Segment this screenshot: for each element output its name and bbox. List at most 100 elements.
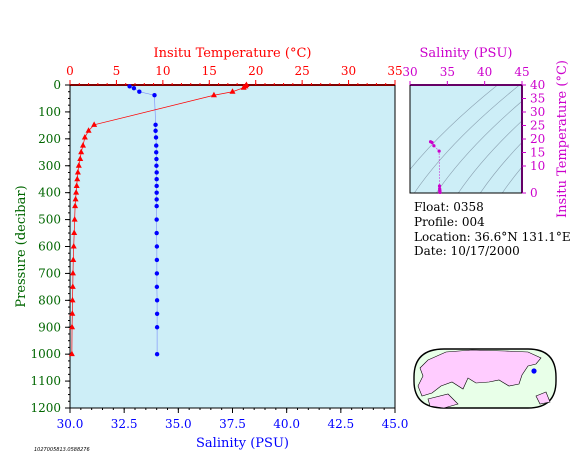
pressure-tick-label: 200 bbox=[38, 132, 61, 146]
salinity-point bbox=[154, 230, 159, 236]
footer-id: 1027005813.0588276 bbox=[34, 447, 90, 453]
temperature-axis-title: Insitu Temperature (°C) bbox=[154, 46, 312, 61]
temperature-point bbox=[71, 216, 78, 222]
ts-point bbox=[437, 149, 441, 153]
temperature-point bbox=[71, 229, 78, 236]
salinity-tick-label: 45.0 bbox=[382, 417, 409, 431]
pressure-tick-label: 1000 bbox=[30, 347, 61, 361]
pressure-tick-label: 500 bbox=[38, 213, 61, 227]
temperature-point bbox=[75, 162, 82, 168]
temperature-point bbox=[80, 142, 86, 148]
profile-label: Profile: 004 bbox=[414, 215, 485, 229]
temperature-tick-label: 5 bbox=[113, 64, 121, 78]
salinity-point bbox=[154, 143, 159, 148]
salinity-point bbox=[154, 284, 160, 290]
salinity-axis-title: Salinity (PSU) bbox=[196, 436, 289, 451]
pressure-tick-label: 700 bbox=[38, 266, 61, 280]
temperature-point bbox=[69, 283, 76, 289]
salinity-point bbox=[154, 351, 160, 357]
plot-area bbox=[70, 85, 395, 408]
temperature-point bbox=[69, 323, 76, 330]
location-map-landmass-southeast bbox=[535, 391, 551, 405]
salinity-point bbox=[154, 203, 159, 209]
temperature-point bbox=[210, 91, 217, 98]
temperature-point bbox=[78, 148, 85, 155]
pressure-tick-label: 400 bbox=[38, 186, 61, 200]
pressure-tick-label: 1100 bbox=[30, 374, 61, 388]
temperature-tick-label: 0 bbox=[66, 64, 74, 78]
ts-y-tick-label: 30 bbox=[530, 105, 545, 119]
salinity-point bbox=[154, 156, 159, 162]
location-label: Location: 36.6°N 131.1°E bbox=[414, 230, 571, 244]
salinity-point bbox=[154, 190, 159, 195]
salinity-tick-label: 37.5 bbox=[219, 417, 246, 431]
salinity-point bbox=[154, 244, 160, 249]
salinity-point bbox=[154, 271, 160, 276]
salinity-point bbox=[154, 163, 159, 168]
salinity-point bbox=[154, 257, 160, 263]
ts-x-axis-title: Salinity (PSU) bbox=[420, 46, 513, 61]
ts-density-contour bbox=[410, 85, 499, 170]
salinity-point bbox=[154, 217, 159, 222]
temperature-point bbox=[229, 88, 236, 94]
float-label: Float: 0358 bbox=[414, 200, 484, 214]
temperature-point bbox=[69, 296, 76, 303]
ts-point bbox=[437, 184, 442, 188]
ts-y-tick-label: 25 bbox=[530, 119, 545, 133]
temperature-tick-label: 20 bbox=[248, 64, 263, 78]
ts-y-tick-label: 35 bbox=[530, 92, 545, 106]
temperature-tick-label: 35 bbox=[387, 64, 402, 78]
temperature-point bbox=[72, 202, 79, 209]
ts-y-tick-label: 0 bbox=[530, 186, 538, 200]
pressure-tick-label: 300 bbox=[38, 159, 61, 173]
pressure-tick-label: 900 bbox=[38, 320, 61, 334]
temperature-point bbox=[91, 121, 98, 127]
ts-y-tick-label: 10 bbox=[530, 159, 545, 173]
ts-y-tick-label: 40 bbox=[530, 78, 545, 92]
pressure-tick-label: 100 bbox=[38, 105, 61, 119]
ts-point bbox=[430, 140, 434, 145]
ts-density-contour bbox=[479, 142, 522, 193]
temperature-point bbox=[70, 243, 77, 249]
salinity-point bbox=[154, 298, 160, 303]
salinity-point bbox=[154, 325, 160, 330]
temperature-point bbox=[74, 168, 81, 175]
ts-y-axis-title: Insitu Temperature (°C) bbox=[555, 60, 570, 218]
salinity-point bbox=[153, 135, 159, 140]
float-location-marker bbox=[531, 368, 537, 374]
temperature-point bbox=[73, 182, 80, 188]
location-map-landmass-south bbox=[427, 393, 459, 409]
salinity-point bbox=[154, 150, 159, 155]
temperature-point bbox=[68, 350, 75, 357]
salinity-point bbox=[131, 86, 137, 91]
temperature-point bbox=[240, 84, 247, 90]
salinity-tick-label: 30.0 bbox=[57, 417, 84, 431]
salinity-point bbox=[137, 89, 142, 94]
ts-point bbox=[438, 190, 442, 195]
salinity-point bbox=[154, 177, 159, 182]
temperature-tick-label: 10 bbox=[155, 64, 170, 78]
ts-density-contour bbox=[435, 100, 522, 193]
ts-point bbox=[432, 144, 436, 148]
ts-x-tick-label: 30 bbox=[402, 65, 417, 79]
date-label: Date: 10/17/2000 bbox=[414, 244, 520, 258]
temperature-point bbox=[85, 127, 92, 133]
salinity-point bbox=[153, 128, 158, 133]
temperature-point bbox=[70, 256, 77, 262]
temperature-point bbox=[73, 189, 80, 195]
salinity-point bbox=[154, 183, 159, 189]
salinity-point bbox=[152, 93, 157, 98]
pressure-tick-label: 800 bbox=[38, 293, 61, 307]
ts-y-tick-label: 15 bbox=[530, 146, 545, 160]
salinity-point bbox=[154, 197, 159, 202]
temperature-point bbox=[69, 269, 76, 276]
temperature-point bbox=[74, 175, 81, 182]
temperature-tick-label: 30 bbox=[341, 64, 356, 78]
ts-y-tick-label: 20 bbox=[530, 132, 545, 146]
pressure-tick-label: 0 bbox=[53, 78, 61, 92]
ts-density-contour bbox=[457, 120, 522, 193]
ts-density-contours bbox=[410, 85, 522, 193]
pressure-tick-label: 1200 bbox=[30, 401, 61, 415]
pressure-tick-label: 600 bbox=[38, 240, 61, 254]
